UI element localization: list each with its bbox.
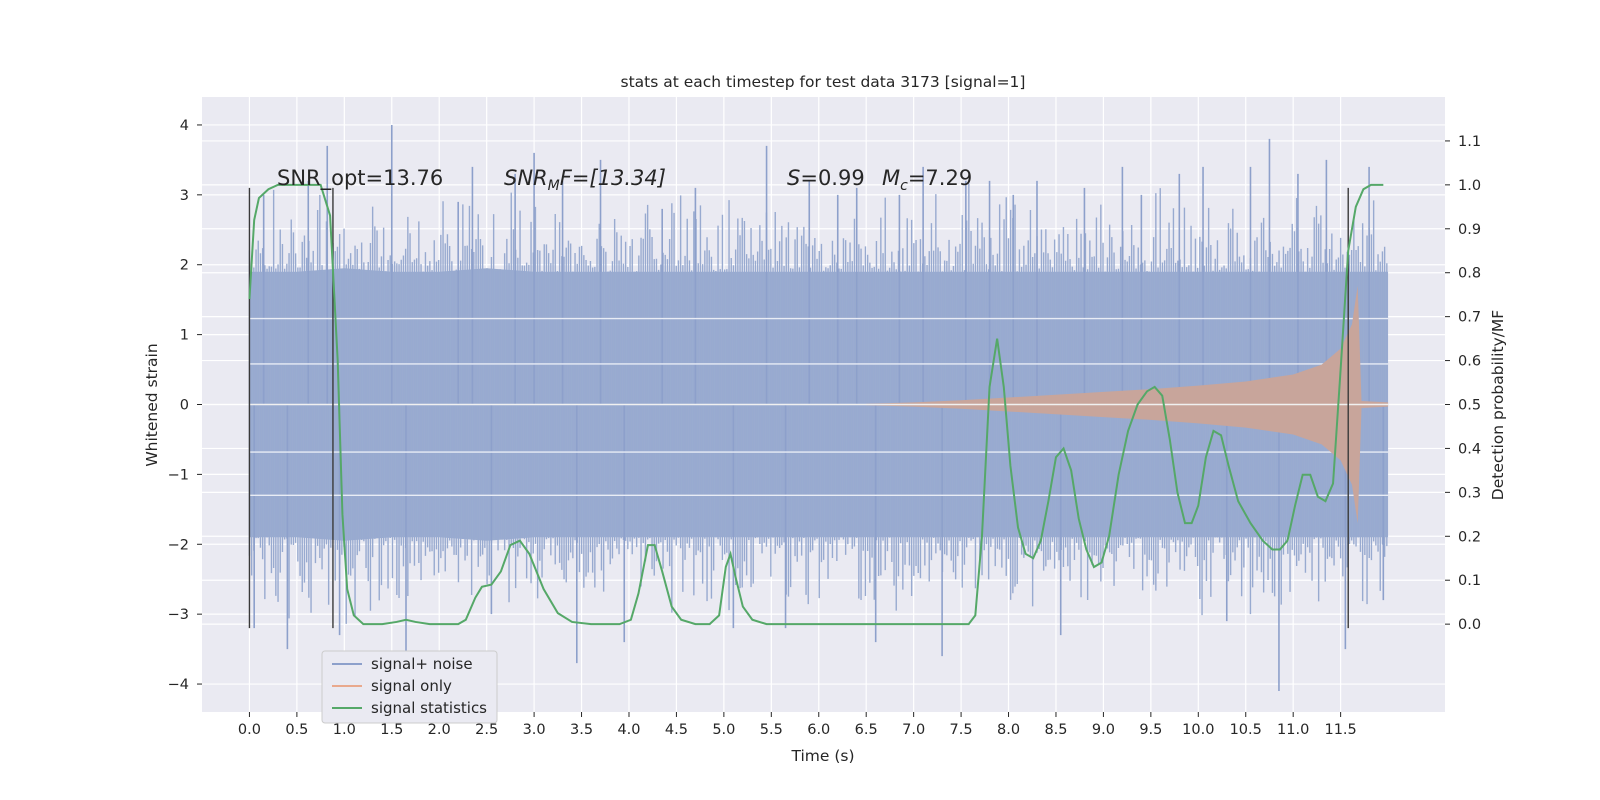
chart-title: stats at each timestep for test data 317…: [621, 73, 1026, 91]
right-axis-ticks: 1.1 1.0 0.9 0.8 0.7 0.6 0.5 0.4 0.3 0.2 0.1 0.0: [1445, 134, 1481, 633]
right-tick-label: 1.0: [1458, 178, 1481, 194]
right-tick-label: 0.8: [1458, 266, 1481, 282]
y-tick-label: 3: [180, 188, 189, 204]
signal-statistics-line: [248, 183, 1384, 626]
mc-annotation: Mc=7.29: [882, 166, 972, 194]
snr-mf-rest: F=[13.34]: [560, 166, 666, 190]
x-tick-label: 11.5: [1324, 722, 1356, 738]
x-tick-label: 6.5: [855, 722, 878, 738]
x-tick-label: 4.0: [617, 722, 640, 738]
x-tick-label: 11.0: [1277, 722, 1309, 738]
mc-sub: c: [900, 178, 908, 194]
right-tick-label: 0.6: [1458, 354, 1481, 370]
x-tick-label: 8.5: [1044, 722, 1067, 738]
x-tick-label: 0.5: [285, 722, 308, 738]
right-tick-label: 0.5: [1458, 398, 1481, 414]
x-tick-label: 1.0: [333, 722, 356, 738]
right-axis-label: Detection probability/MF: [1489, 310, 1507, 501]
x-tick-label: 9.0: [1092, 722, 1115, 738]
s-annotation: S=0.99: [787, 166, 865, 190]
x-tick-label: 5.5: [760, 722, 783, 738]
right-tick-label: 0.1: [1458, 573, 1481, 589]
right-tick-label: 0.9: [1458, 222, 1481, 238]
y-axis-ticks: 4 3 2 1 0 −1 −2 −3 −4: [168, 118, 202, 693]
right-tick-label: 0.4: [1458, 441, 1481, 457]
mc-rest: =7.29: [908, 166, 972, 190]
x-tick-label: 9.5: [1139, 722, 1162, 738]
snr-mf-base: SNR: [504, 166, 548, 190]
y-tick-label: −3: [168, 607, 189, 623]
x-tick-label: 3.5: [570, 722, 593, 738]
y-tick-label: 2: [180, 258, 189, 274]
y-tick-label: −1: [168, 467, 189, 483]
legend-box: [321, 650, 498, 724]
x-axis-label: Time (s): [790, 747, 854, 765]
x-tick-label: 10.5: [1230, 722, 1262, 738]
x-tick-label: 2.5: [475, 722, 498, 738]
x-tick-label: 6.0: [807, 722, 830, 738]
right-tick-label: 0.0: [1458, 617, 1481, 633]
s-rest: =0.99: [800, 166, 864, 190]
legend: signal+ noise signal only signal statist…: [321, 650, 498, 724]
snr-opt-annotation: SNR_opt=13.76: [277, 166, 443, 191]
snr-mf-sub: M: [548, 178, 560, 194]
right-tick-label: 0.2: [1458, 529, 1481, 545]
x-tick-label: 4.5: [665, 722, 688, 738]
right-tick-label: 0.7: [1458, 310, 1481, 326]
x-axis-ticks: 0.0 0.5 1.0 1.5 2.0 2.5 3.0 3.5 4.0 4.5 5.0 5.5 6.0 6…: [238, 712, 1357, 738]
x-tick-label: 7.5: [950, 722, 973, 738]
right-tick-label: 0.3: [1458, 485, 1481, 501]
x-tick-label: 1.5: [380, 722, 403, 738]
s-base: S: [787, 166, 800, 190]
right-tick-label: 1.1: [1458, 134, 1481, 150]
snr-mf-annotation: SNRMF=[13.34]: [504, 166, 666, 194]
y-tick-label: −2: [168, 537, 189, 553]
y-tick-label: 0: [180, 398, 189, 414]
y-tick-label: 4: [180, 118, 189, 134]
legend-label-signal-noise: signal+ noise: [371, 655, 473, 673]
mc-base: M: [882, 166, 900, 190]
x-tick-label: 10.0: [1182, 722, 1214, 738]
signal-noise-spikes: [253, 124, 1385, 692]
y-tick-label: −4: [168, 677, 189, 693]
x-tick-label: 0.0: [238, 722, 261, 738]
y-tick-label: 1: [180, 328, 189, 344]
x-tick-label: 3.0: [523, 722, 546, 738]
x-tick-label: 7.0: [902, 722, 925, 738]
y-axis-label: Whitened strain: [143, 343, 161, 466]
x-tick-label: 5.0: [712, 722, 735, 738]
inner-gridlines: [249, 317, 1389, 497]
x-tick-label: 2.0: [428, 722, 451, 738]
legend-label-signal-only: signal only: [371, 677, 452, 695]
x-tick-label: 8.0: [997, 722, 1020, 738]
legend-label-signal-statistics: signal statistics: [371, 699, 487, 717]
